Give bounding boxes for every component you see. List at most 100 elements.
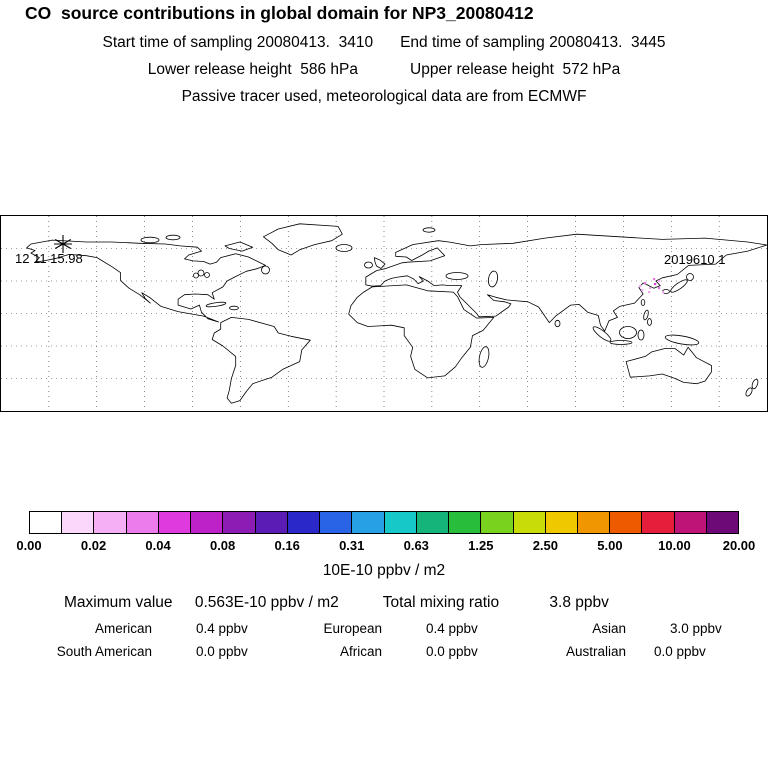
colorbar-ticks: 0.00 0.02 0.04 0.08 0.16 0.31 0.63 1.25 2.50 5.00… bbox=[16, 538, 755, 554]
coastlines bbox=[26, 223, 768, 404]
region-label: Australian bbox=[565, 644, 626, 659]
colorbar-tick-label: 0.63 bbox=[403, 538, 429, 553]
colorbar-tick-label: 20.00 bbox=[722, 538, 756, 553]
region-label: Asian bbox=[592, 621, 626, 636]
new-zealand-south bbox=[745, 387, 753, 397]
colorbar-unit-label: 10E-10 ppbv / m2 bbox=[322, 562, 446, 579]
black-sea bbox=[445, 272, 469, 280]
plume-dot bbox=[639, 285, 642, 288]
plume-dot bbox=[648, 291, 651, 294]
japan-honshu bbox=[670, 279, 688, 293]
plume-dot bbox=[654, 283, 657, 286]
plume-dot bbox=[644, 282, 647, 285]
great-lakes-1 bbox=[197, 269, 205, 277]
newfoundland bbox=[261, 265, 270, 275]
plume-dot bbox=[662, 291, 665, 294]
tracer-note-line: Passive tracer used, meteorological data… bbox=[0, 88, 768, 106]
tracer-note-text: Passive tracer used, meteorological data… bbox=[181, 88, 587, 105]
java bbox=[609, 340, 633, 345]
region-value: 0.4 ppbv bbox=[426, 621, 478, 636]
region-value: 0.0 ppbv bbox=[196, 644, 248, 659]
plume-dot bbox=[641, 289, 644, 292]
colorbar-cell bbox=[512, 512, 545, 533]
colorbar-cell bbox=[30, 512, 62, 533]
colorbar-cell bbox=[673, 512, 706, 533]
region-label: American bbox=[94, 621, 152, 636]
colorbar-tick-label: 2.50 bbox=[532, 538, 559, 553]
plume-dot bbox=[658, 287, 661, 290]
colorbar-cell bbox=[157, 512, 191, 533]
colorbar-cell bbox=[480, 512, 513, 533]
colorbar-cell bbox=[351, 512, 384, 533]
colorbar-cell bbox=[319, 512, 352, 533]
region-label: African bbox=[339, 644, 382, 659]
total-mixing-ratio-label: Total mixing ratio bbox=[382, 594, 500, 611]
taiwan bbox=[640, 299, 646, 306]
sumatra bbox=[592, 326, 612, 342]
colorbar-cell bbox=[609, 512, 642, 533]
region-label: European bbox=[323, 621, 382, 636]
colorbar-cell bbox=[415, 512, 449, 533]
region-value: 0.0 ppbv bbox=[426, 644, 478, 659]
borneo bbox=[619, 326, 637, 339]
colorbar-cell bbox=[576, 512, 610, 533]
philippines-luzon bbox=[643, 309, 649, 321]
cuba bbox=[205, 301, 227, 308]
baffin-island bbox=[224, 241, 254, 252]
coastline-greenland bbox=[263, 223, 343, 256]
colorbar-tick-label: 5.00 bbox=[597, 538, 623, 553]
max-value-text: 0.563E-10 ppbv / m2 bbox=[194, 594, 339, 611]
figure-title: CO source contributions in global domain… bbox=[25, 3, 534, 23]
plume-dot bbox=[658, 280, 661, 283]
map-left-marker-label: 12 11 15.98 bbox=[15, 251, 83, 266]
coastline-south-america bbox=[211, 317, 311, 404]
colorbar-cell bbox=[641, 512, 674, 533]
colorbar-tick-label: 0.31 bbox=[339, 538, 365, 553]
colorbar-cell bbox=[61, 512, 94, 533]
coastline-australia bbox=[625, 346, 712, 385]
inland-seas bbox=[193, 269, 499, 288]
region-label: South American bbox=[56, 644, 152, 659]
colorbar bbox=[29, 511, 739, 534]
colorbar-tick-label: 0.08 bbox=[209, 538, 236, 553]
plume-dot bbox=[649, 287, 652, 290]
colorbar-cell bbox=[544, 512, 577, 533]
region-value: 3.0 ppbv bbox=[670, 621, 722, 636]
colorbar-tick-label: 0.00 bbox=[16, 538, 42, 553]
svalbard bbox=[422, 227, 436, 233]
release-star-icon bbox=[54, 235, 72, 253]
great-britain bbox=[373, 257, 386, 269]
colorbar-cell bbox=[93, 512, 126, 533]
colorbar-cell bbox=[383, 512, 416, 533]
release-heights-line: Lower release height 586 hPa Upper relea… bbox=[0, 61, 768, 79]
banks-island bbox=[165, 234, 181, 241]
hispaniola bbox=[229, 305, 239, 311]
colorbar-cell bbox=[222, 512, 255, 533]
colorbar-tick-label: 0.16 bbox=[274, 538, 300, 553]
philippines-mindanao bbox=[647, 318, 652, 326]
great-lakes-3 bbox=[193, 272, 199, 279]
total-mixing-ratio-value: 3.8 ppbv bbox=[549, 594, 609, 611]
victoria-island bbox=[140, 236, 160, 244]
upper-release-text: Upper release height 572 hPa bbox=[410, 61, 621, 78]
map-right-marker-label: 2019610 1 bbox=[664, 252, 725, 267]
colorbar-cell bbox=[254, 512, 287, 533]
sampling-times-line: Start time of sampling 20080413. 3410 En… bbox=[0, 34, 768, 52]
colorbar-tick-label: 10.00 bbox=[658, 538, 691, 553]
lower-release-text: Lower release height 586 hPa bbox=[147, 61, 358, 78]
caspian-sea bbox=[487, 270, 499, 288]
colorbar-cell bbox=[125, 512, 158, 533]
map-grid bbox=[1, 216, 767, 411]
great-lakes-2 bbox=[204, 272, 210, 278]
region-stats: American 0.4 ppbv European 0.4 ppbv Asian 3.0… bbox=[0, 617, 768, 663]
new-guinea bbox=[664, 334, 700, 346]
world-map-panel: 12 11 15.98 2019610 1 bbox=[0, 215, 768, 412]
world-map: 12 11 15.98 2019610 1 bbox=[1, 216, 768, 411]
colorbar-tick-label: 0.04 bbox=[145, 538, 171, 553]
coastline-africa bbox=[348, 284, 495, 379]
colorbar-tick-label: 1.25 bbox=[468, 538, 494, 553]
plume-dots bbox=[639, 278, 665, 294]
sulawesi bbox=[637, 329, 645, 341]
colorbar-cell bbox=[286, 512, 320, 533]
